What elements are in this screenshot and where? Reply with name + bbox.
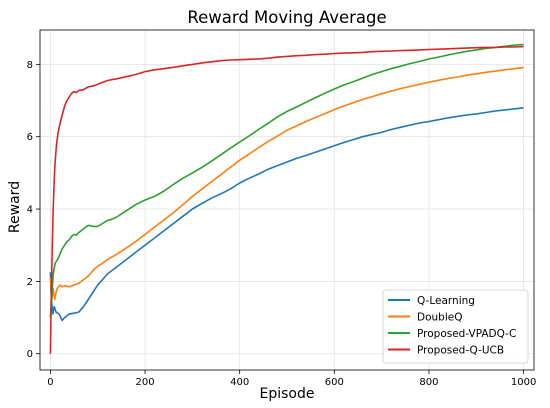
chart-title: Reward Moving Average <box>187 8 386 27</box>
series-line-1 <box>49 107 524 322</box>
y-axis-title: Reward <box>7 181 23 233</box>
x-tick-label: 1000 <box>511 377 536 388</box>
legend-label: Proposed-Q-UCB <box>417 345 504 357</box>
series-line-2 <box>49 66 524 301</box>
legend-box <box>382 289 529 364</box>
y-tick-label: 6 <box>27 132 33 143</box>
x-tick-label: 600 <box>325 377 344 388</box>
grid <box>40 30 534 370</box>
series-line-3 <box>49 43 524 318</box>
legend-label: DoubleQ <box>417 312 462 324</box>
x-tick-label: 200 <box>135 377 154 388</box>
ticks: 0 200 400 600 800 1000 0 2 4 6 8 <box>27 60 537 388</box>
legend-label: Q-Learning <box>417 295 475 307</box>
x-axis-title: Episode <box>260 386 315 402</box>
plot-frame <box>39 29 535 371</box>
x-tick-label: 400 <box>230 377 249 388</box>
y-tick-label: 8 <box>27 60 33 71</box>
y-tick-label: 0 <box>27 349 33 360</box>
x-tick-label: 0 <box>47 377 53 388</box>
legend-label: Proposed-VPADQ-C <box>417 328 516 340</box>
y-tick-label: 4 <box>27 205 33 216</box>
x-tick-label: 800 <box>419 377 438 388</box>
legend: Q-Learning DoubleQ Proposed-VPADQ-C Propose… <box>382 289 529 364</box>
series-layer <box>49 43 524 354</box>
y-tick-label: 2 <box>27 277 33 288</box>
series-line-4 <box>49 45 524 354</box>
